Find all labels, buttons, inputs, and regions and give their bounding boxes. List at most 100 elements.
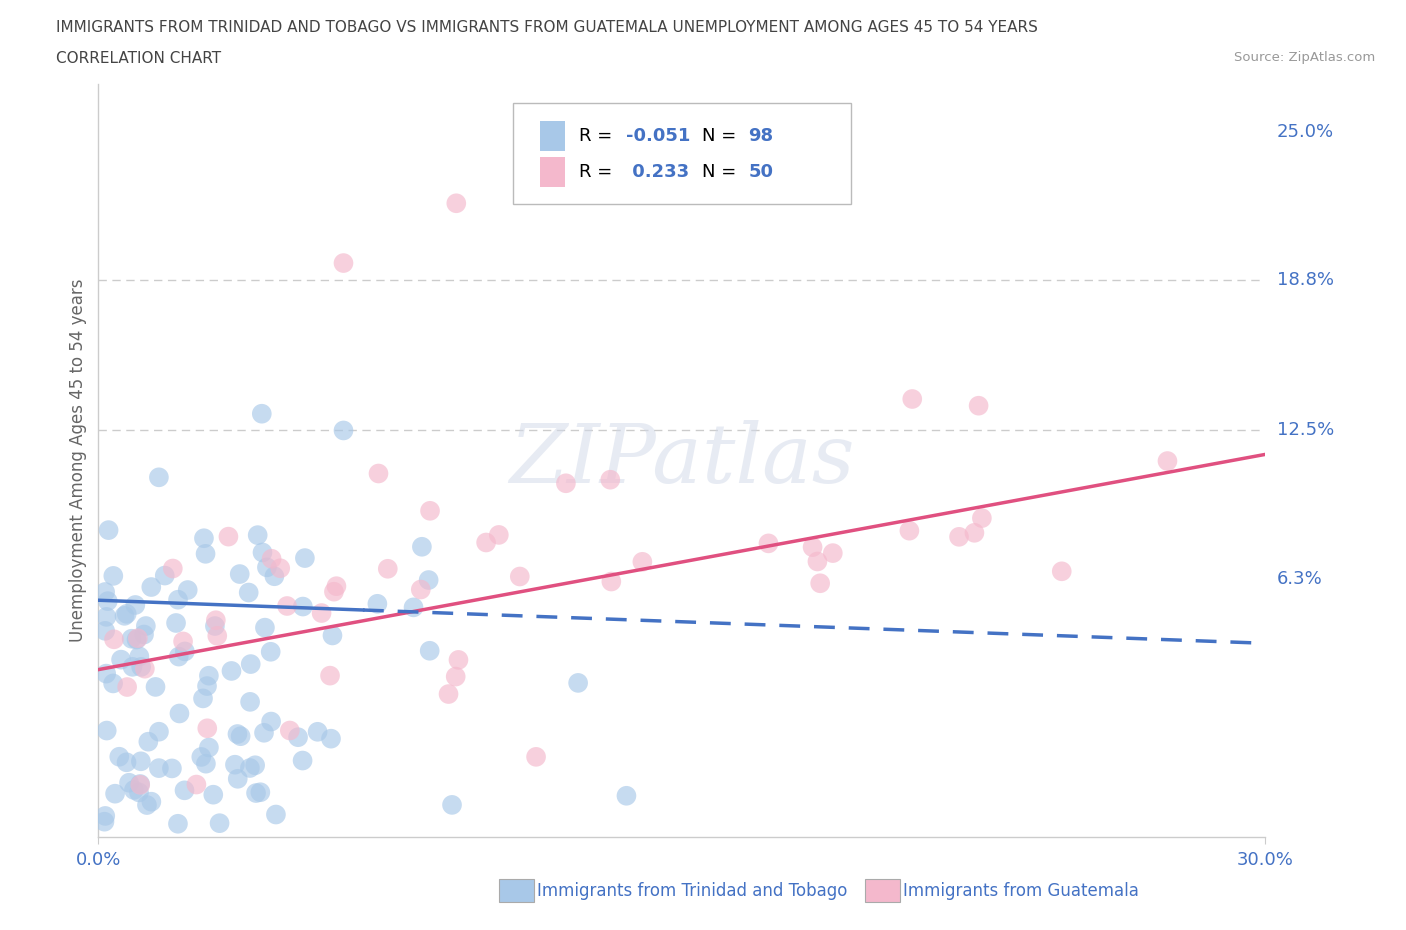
Point xyxy=(600,574,623,589)
Point xyxy=(94,585,117,600)
Point xyxy=(204,618,226,633)
Point xyxy=(366,596,388,611)
Point xyxy=(114,608,136,623)
Point xyxy=(136,798,159,813)
Point xyxy=(148,724,170,739)
Point xyxy=(323,584,346,599)
Point xyxy=(278,723,301,737)
Point xyxy=(411,539,433,554)
Point xyxy=(970,511,993,525)
Point xyxy=(226,726,249,741)
Point xyxy=(122,782,145,797)
Point xyxy=(169,706,191,721)
Point xyxy=(243,758,266,773)
Point xyxy=(377,562,399,577)
Point xyxy=(801,539,824,554)
Point xyxy=(402,600,425,615)
Point xyxy=(446,196,468,211)
Point xyxy=(129,754,152,769)
Point xyxy=(186,777,208,792)
Point xyxy=(148,470,170,485)
FancyBboxPatch shape xyxy=(540,157,565,187)
Point xyxy=(245,786,267,801)
Point xyxy=(808,576,831,591)
Point xyxy=(141,579,163,594)
Point xyxy=(127,631,149,645)
Point xyxy=(488,527,510,542)
Point xyxy=(129,777,152,791)
Point xyxy=(103,568,125,583)
Point xyxy=(447,653,470,668)
Text: ZIPatlas: ZIPatlas xyxy=(509,420,855,500)
Point xyxy=(418,573,440,588)
Point xyxy=(94,808,117,823)
Point xyxy=(631,554,654,569)
Text: IMMIGRANTS FROM TRINIDAD AND TOBAGO VS IMMIGRANTS FROM GUATEMALA UNEMPLOYMENT AM: IMMIGRANTS FROM TRINIDAD AND TOBAGO VS I… xyxy=(56,20,1038,35)
Point xyxy=(332,423,354,438)
Point xyxy=(444,670,467,684)
Point xyxy=(806,554,828,569)
Point xyxy=(291,599,314,614)
Point xyxy=(250,406,273,421)
Point xyxy=(165,616,187,631)
Text: N =: N = xyxy=(702,163,742,180)
Point xyxy=(221,663,243,678)
Point xyxy=(524,750,547,764)
Point xyxy=(193,531,215,546)
FancyBboxPatch shape xyxy=(540,122,565,152)
Point xyxy=(599,472,621,487)
Point xyxy=(208,816,231,830)
Point xyxy=(963,525,986,540)
Point xyxy=(948,529,970,544)
Point xyxy=(246,527,269,542)
Point xyxy=(198,669,221,684)
Point xyxy=(207,629,229,644)
Point xyxy=(167,817,190,831)
Point xyxy=(177,582,200,597)
Point xyxy=(135,618,157,633)
Point xyxy=(224,757,246,772)
Point xyxy=(118,776,141,790)
Point xyxy=(167,649,190,664)
Point xyxy=(97,593,120,608)
Point xyxy=(205,613,228,628)
Point xyxy=(252,545,274,560)
Point xyxy=(138,735,160,750)
Point xyxy=(96,724,118,738)
Point xyxy=(509,569,531,584)
Point xyxy=(101,676,124,691)
Point xyxy=(967,398,990,413)
Point xyxy=(229,566,252,581)
Point xyxy=(229,729,252,744)
Text: Source: ZipAtlas.com: Source: ZipAtlas.com xyxy=(1234,51,1375,64)
Point xyxy=(195,721,218,736)
Point xyxy=(217,529,239,544)
Point xyxy=(202,788,225,803)
Point xyxy=(1050,564,1073,578)
Point xyxy=(97,523,120,538)
Point xyxy=(115,606,138,621)
Point xyxy=(263,569,285,584)
Point xyxy=(294,551,316,565)
Point xyxy=(256,560,278,575)
Text: R =: R = xyxy=(579,127,619,145)
Point xyxy=(195,679,218,694)
Point xyxy=(121,659,143,674)
Point xyxy=(96,666,118,681)
Text: 12.5%: 12.5% xyxy=(1277,421,1334,440)
Point xyxy=(409,582,432,597)
Point xyxy=(129,659,152,674)
Point xyxy=(239,657,262,671)
Point xyxy=(104,786,127,801)
Text: 98: 98 xyxy=(748,127,773,145)
Point xyxy=(253,725,276,740)
Point xyxy=(291,753,314,768)
Point xyxy=(191,691,214,706)
Text: Immigrants from Trinidad and Tobago: Immigrants from Trinidad and Tobago xyxy=(537,882,848,900)
Point xyxy=(190,750,212,764)
Y-axis label: Unemployment Among Ages 45 to 54 years: Unemployment Among Ages 45 to 54 years xyxy=(69,279,87,642)
Point xyxy=(253,620,276,635)
Point xyxy=(141,794,163,809)
Point xyxy=(198,740,221,755)
Point xyxy=(321,628,343,643)
